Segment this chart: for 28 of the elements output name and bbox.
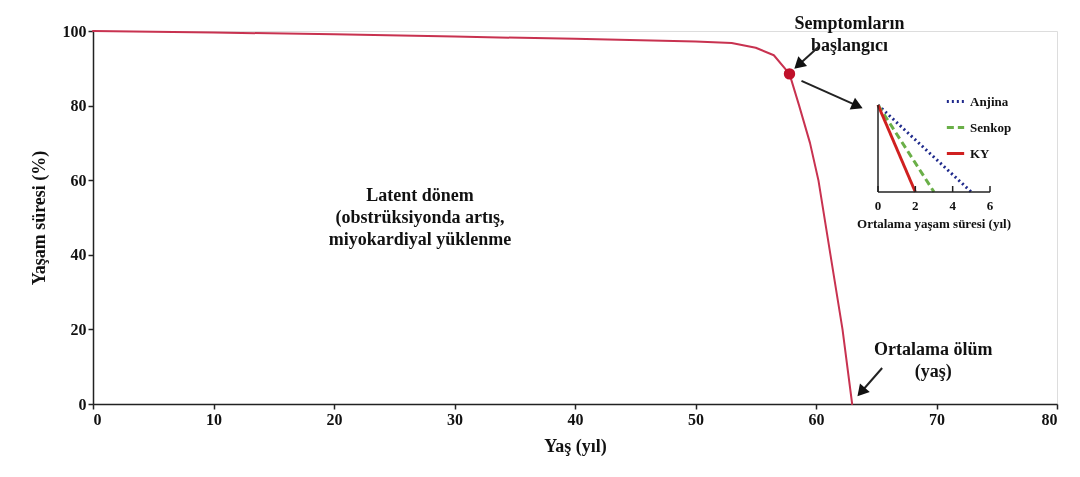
x-tick-label: 20 <box>326 410 343 428</box>
x-tick-label: 0 <box>93 410 102 428</box>
x-tick-label: 30 <box>447 410 463 428</box>
y-tick-label: 60 <box>70 171 87 189</box>
legend-label: Senkop <box>970 119 1012 135</box>
x-tick-label: 70 <box>929 410 945 428</box>
x-tick-label: 50 <box>688 410 704 428</box>
x-tick-label: 6 <box>986 198 994 213</box>
legend-label: KY <box>970 145 991 161</box>
legend-label: Anjina <box>970 93 1009 109</box>
x-axis-title: Yaş (yıl) <box>544 435 607 457</box>
y-tick-label: 0 <box>78 395 87 413</box>
y-tick-label: 20 <box>70 320 87 338</box>
x-tick-label: 80 <box>1041 410 1058 428</box>
y-tick-label: 40 <box>70 246 87 264</box>
x-axis-title: Ortalama yaşam süresi (yıl) <box>857 216 1011 231</box>
x-tick-label: 0 <box>874 198 882 213</box>
y-tick-label: 100 <box>62 22 87 40</box>
x-tick-label: 4 <box>949 198 957 213</box>
x-tick-label: 60 <box>808 410 825 428</box>
y-axis-title: Yaşam süresi (%) <box>28 150 50 286</box>
annotation: Semptomların başlangıcı <box>794 12 905 55</box>
x-tick-label: 10 <box>206 410 222 428</box>
x-tick-label: 40 <box>567 410 584 428</box>
annotation: Ortalama ölüm (yaş) <box>873 339 993 382</box>
x-tick-label: 2 <box>912 198 919 213</box>
annotation: Latent dönem (obstrüksiyonda artış, miyokardiyal yüklenme <box>328 185 512 249</box>
y-tick-label: 80 <box>70 97 87 115</box>
